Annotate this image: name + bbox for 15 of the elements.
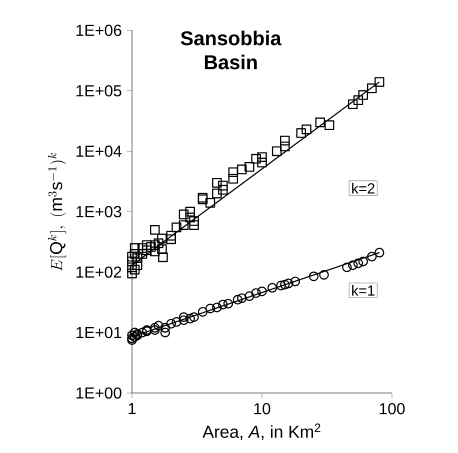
y-tick-label: 1E+00 (76, 387, 122, 399)
y-tick-label: 1E+06 (76, 24, 122, 36)
x-tick-label: 100 (380, 403, 405, 414)
chart-title: Sansobbia Basin (180, 30, 282, 70)
x-tick-label: 1 (128, 403, 136, 414)
annotation: k=2 (352, 182, 374, 194)
y-tick-label: 1E+01 (76, 326, 122, 338)
x-tick-label: 10 (254, 403, 270, 414)
y-tick-label: 1E+02 (76, 266, 122, 278)
annotation: k=1 (352, 284, 374, 296)
y-axis-title: $E[\mathrm{Q}^{k}],\ (\mathrm{m}^{3}\mathrm{s}^{-1})^{k}$ (48, 152, 66, 271)
y-tick-label: 1E+05 (76, 85, 122, 96)
x-axis-title: Area, A, in Km$^{2}$ (202, 424, 320, 440)
y-tick-label: 1E+03 (76, 206, 122, 218)
y-tick-label: 1E+04 (76, 146, 122, 157)
